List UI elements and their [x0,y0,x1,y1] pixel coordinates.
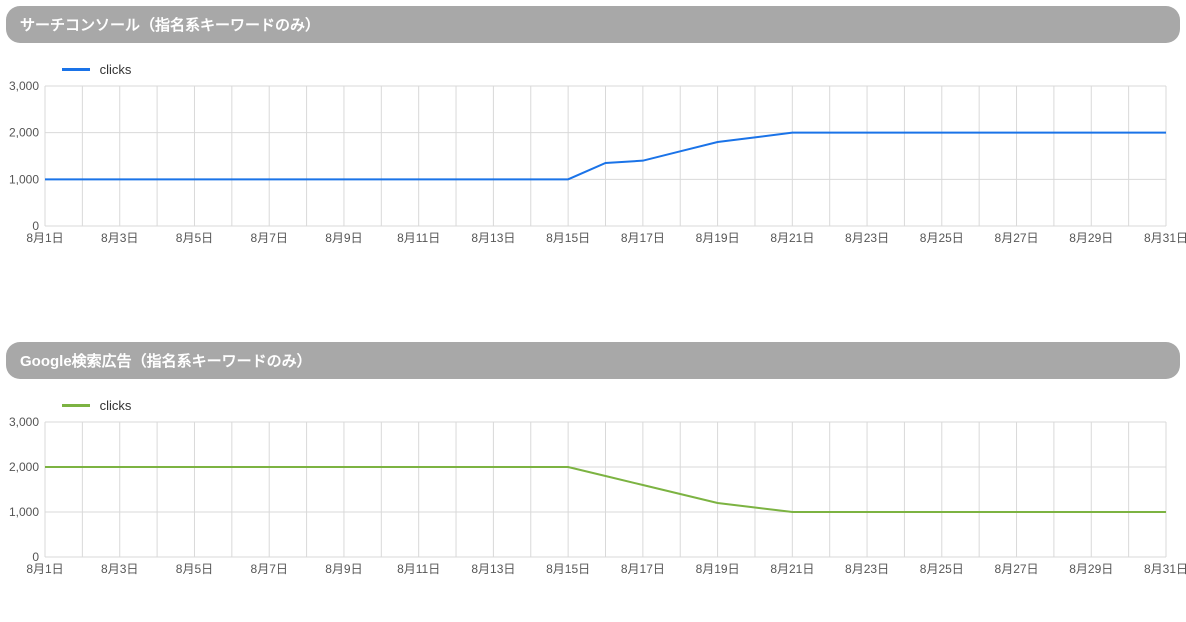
svg-text:8月9日: 8月9日 [325,562,362,576]
svg-text:8月31日: 8月31日 [1144,231,1186,245]
svg-text:8月1日: 8月1日 [26,231,63,245]
svg-text:8月27日: 8月27日 [995,231,1039,245]
svg-text:8月5日: 8月5日 [176,231,213,245]
chart-plot-area: 01,0002,0003,0008月1日8月3日8月5日8月7日8月9日8月11… [0,81,1186,256]
svg-text:8月7日: 8月7日 [251,562,288,576]
svg-text:8月27日: 8月27日 [995,562,1039,576]
svg-text:8月13日: 8月13日 [471,562,515,576]
svg-text:8月25日: 8月25日 [920,562,964,576]
chart-svg: 01,0002,0003,0008月1日8月3日8月5日8月7日8月9日8月11… [0,81,1186,256]
legend-label: clicks [100,62,132,77]
svg-text:8月11日: 8月11日 [397,562,440,576]
svg-text:8月25日: 8月25日 [920,231,964,245]
svg-text:8月17日: 8月17日 [621,231,665,245]
svg-text:2,000: 2,000 [9,460,39,474]
chart-plot-area: 01,0002,0003,0008月1日8月3日8月5日8月7日8月9日8月11… [0,417,1186,587]
svg-text:8月21日: 8月21日 [770,562,814,576]
svg-text:8月7日: 8月7日 [251,231,288,245]
spacer [0,256,1186,336]
chart-svg: 01,0002,0003,0008月1日8月3日8月5日8月7日8月9日8月11… [0,417,1186,587]
svg-text:8月11日: 8月11日 [397,231,440,245]
chart-legend: clicks [0,379,1186,417]
svg-text:8月23日: 8月23日 [845,562,889,576]
svg-text:8月3日: 8月3日 [101,231,138,245]
svg-text:8月9日: 8月9日 [325,231,362,245]
svg-text:8月3日: 8月3日 [101,562,138,576]
chart-block-google-ads: Google検索広告（指名系キーワードのみ） clicks 01,0002,00… [0,342,1186,587]
svg-text:8月29日: 8月29日 [1069,231,1113,245]
svg-text:8月15日: 8月15日 [546,231,590,245]
svg-text:8月19日: 8月19日 [696,231,740,245]
svg-text:1,000: 1,000 [9,505,39,519]
svg-text:8月5日: 8月5日 [176,562,213,576]
svg-text:2,000: 2,000 [9,126,39,140]
svg-text:8月29日: 8月29日 [1069,562,1113,576]
svg-text:8月15日: 8月15日 [546,562,590,576]
legend-label: clicks [100,398,132,413]
chart-title: サーチコンソール（指名系キーワードのみ） [6,6,1180,43]
svg-text:8月17日: 8月17日 [621,562,665,576]
svg-text:8月1日: 8月1日 [26,562,63,576]
svg-text:3,000: 3,000 [9,81,39,93]
legend-swatch [62,68,90,71]
svg-text:8月23日: 8月23日 [845,231,889,245]
svg-text:8月13日: 8月13日 [471,231,515,245]
legend-swatch [62,404,90,407]
svg-text:3,000: 3,000 [9,417,39,429]
svg-text:1,000: 1,000 [9,172,39,186]
chart-legend: clicks [0,43,1186,81]
chart-title-text: Google検索広告（指名系キーワードのみ） [20,353,312,370]
chart-block-search-console: サーチコンソール（指名系キーワードのみ） clicks 01,0002,0003… [0,6,1186,256]
svg-text:8月21日: 8月21日 [770,231,814,245]
svg-text:8月19日: 8月19日 [696,562,740,576]
chart-title-text: サーチコンソール（指名系キーワードのみ） [20,17,320,34]
chart-title: Google検索広告（指名系キーワードのみ） [6,342,1180,379]
svg-text:8月31日: 8月31日 [1144,562,1186,576]
